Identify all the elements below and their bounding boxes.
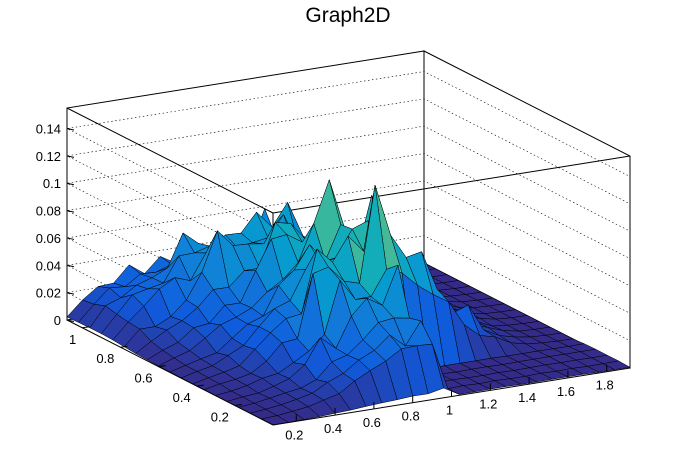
y-tick-mark [196,384,204,387]
z-tick-label: 0.1 [43,176,61,191]
y-tick-label: 0.8 [96,351,114,366]
y-tick-label: 1 [69,332,76,347]
z-tick-mark [66,210,75,213]
x-tick-label: 1 [446,403,453,418]
y-tick-mark [158,365,166,368]
z-tick-mark [66,292,75,295]
z-tick-label: 0.06 [36,231,61,246]
z-gridline-6 [66,98,631,262]
x-tick-label: 0.8 [402,409,420,424]
z-tick-mark [66,319,75,322]
x-tick-label: 0.6 [363,415,381,430]
x-tick-label: 0.4 [324,421,342,436]
z-tick-label: 0.12 [36,149,61,164]
y-axis-line [66,319,274,426]
z-gridline-4 [66,153,631,316]
x-tick-label: 1.6 [557,384,575,399]
y-tick-label: 0.2 [211,410,229,425]
top-left-edge [66,107,274,214]
z-tick-label: 0.02 [36,286,61,301]
x-tick-label: 1.8 [596,378,614,393]
z-tick-mark [66,128,75,131]
chart-title: Graph2D [305,4,391,27]
z-gridline-2 [66,207,631,371]
y-tick-mark [234,404,242,407]
z-gridline-7 [66,71,631,234]
z-tick-mark [66,182,75,186]
z-tick-label: 0.08 [36,204,61,219]
z-tick-mark [66,237,75,240]
z-gridline-5 [66,125,631,289]
z-tick-label: 0.14 [36,122,61,137]
z-tick-label: 0 [54,313,61,328]
z-tick-label: 0.04 [36,258,61,273]
z-tick-mark [66,264,75,268]
x-tick-label: 1.2 [479,396,497,411]
x-tick-label: 0.2 [285,427,303,442]
z-tick-mark [66,155,75,158]
z-gridline-3 [66,180,631,344]
y-tick-label: 0.6 [134,371,152,386]
y-tick-mark [82,326,90,329]
z-gridline-1 [66,235,631,398]
x-tick-label: 1.4 [518,390,536,405]
y-tick-label: 0.4 [173,390,191,405]
y-tick-mark [120,345,128,348]
